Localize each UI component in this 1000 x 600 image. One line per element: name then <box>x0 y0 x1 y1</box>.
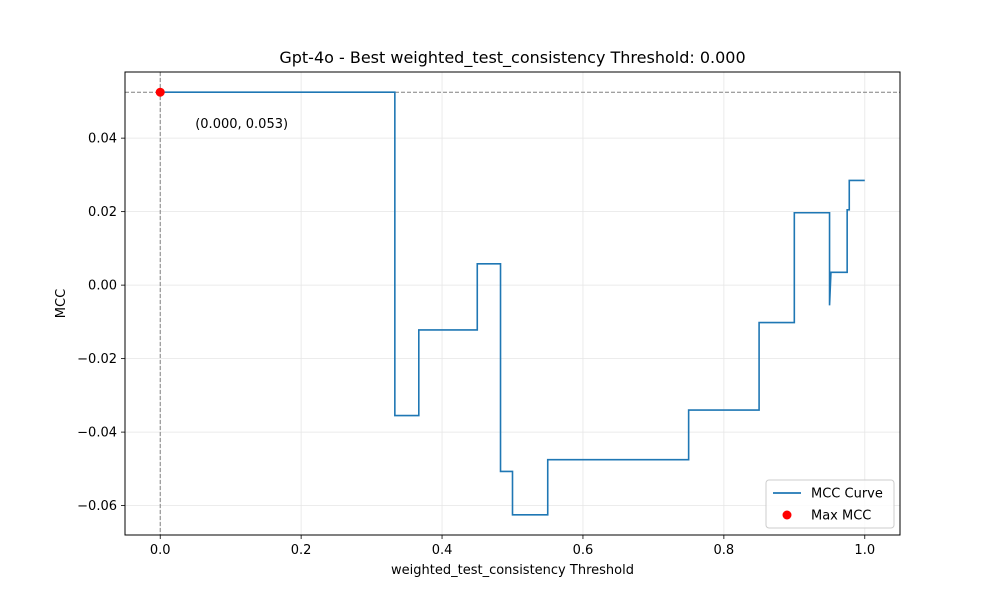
x-axis-label: weighted_test_consistency Threshold <box>391 563 634 578</box>
legend-box <box>765 479 895 529</box>
series-group <box>160 91 865 516</box>
legend-label-max-mcc: Max MCC <box>811 509 871 524</box>
legend: MCC Curve Max MCC <box>765 479 895 529</box>
y-axis-ticks: −0.06 −0.04 −0.02 0.00 0.02 0.04 <box>77 132 125 514</box>
y-tick-label: −0.04 <box>77 426 117 441</box>
y-tick-label: 0.02 <box>88 205 117 220</box>
reference-lines <box>125 72 900 535</box>
y-tick-label: 0.04 <box>88 132 117 147</box>
x-tick-label: 0.6 <box>573 543 594 558</box>
max-mcc-point <box>155 87 165 97</box>
grid <box>125 72 900 535</box>
x-tick-label: 1.0 <box>854 543 875 558</box>
x-tick-label: 0.0 <box>150 543 171 558</box>
y-axis-label: MCC <box>54 289 69 318</box>
max-point-annotation: (0.000, 0.053) <box>195 117 288 132</box>
x-tick-label: 0.8 <box>714 543 735 558</box>
legend-label-mcc-curve: MCC Curve <box>811 487 883 502</box>
y-tick-label: −0.06 <box>77 499 117 514</box>
legend-swatch-max-mcc <box>782 510 792 520</box>
x-tick-label: 0.4 <box>432 543 453 558</box>
y-tick-label: −0.02 <box>77 352 117 367</box>
y-tick-label: 0.00 <box>88 279 117 294</box>
x-tick-label: 0.2 <box>291 543 312 558</box>
x-axis-ticks: 0.0 0.2 0.4 0.6 0.8 1.0 <box>150 535 875 558</box>
plot-frame <box>124 71 901 536</box>
series-line-mcc-curve <box>160 91 865 516</box>
chart-title: Gpt-4o - Best weighted_test_consistency … <box>279 48 745 68</box>
marker-group <box>155 87 165 97</box>
